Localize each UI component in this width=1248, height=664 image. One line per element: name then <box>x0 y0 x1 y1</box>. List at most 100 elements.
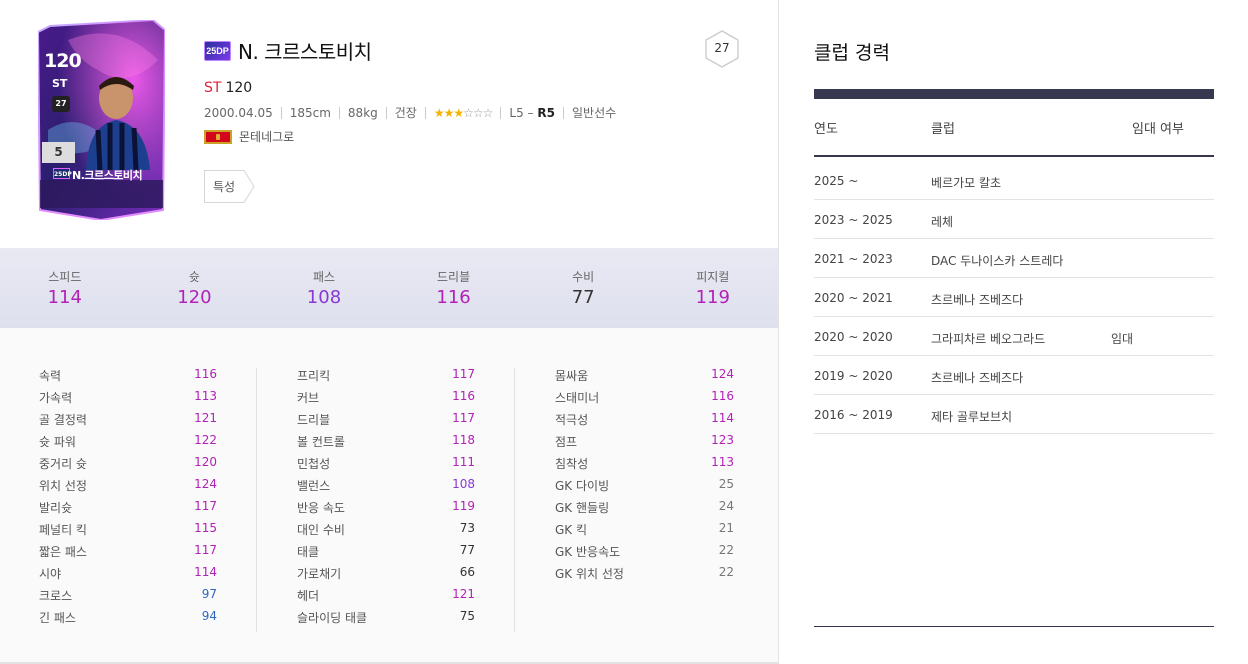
player-meta: 2000.04.05 185cm 88kg 건장 ★★★☆☆☆ L5 – R5 … <box>204 104 616 121</box>
stat-column-col3: 몸싸움 124 스태미너 116 적극성 114 점프 123 침착성 113 GK 다이빙 25 GK… <box>555 365 734 585</box>
stat-value: 77 <box>459 543 475 557</box>
club-history-row: 2023 ~ 2025 레체 <box>814 200 1214 239</box>
position-ovr: ST 120 <box>204 80 252 96</box>
stat-label: 가속력 <box>39 391 73 405</box>
stat-label: 슛 파워 <box>39 435 76 449</box>
stat-value: 120 <box>194 455 217 469</box>
stat-value: 111 <box>452 455 475 469</box>
stat-label: 적극성 <box>555 413 589 427</box>
stat-label: GK 킥 <box>555 523 588 537</box>
stat-value: 117 <box>194 499 217 513</box>
club-history-row: 2020 ~ 2021 츠르베나 즈베즈다 <box>814 278 1214 317</box>
stat-value: 121 <box>194 411 217 425</box>
stat-label: 태클 <box>297 545 320 559</box>
montenegro-flag-icon <box>204 129 232 144</box>
season-icon: 25DP <box>204 41 231 61</box>
club-history-year: 2020 ~ 2021 <box>814 291 893 305</box>
player-detail-panel: 120 ST 27 5 25DP N.크르스토비치 25DP N. 크르스토비치… <box>0 0 779 664</box>
stat-row: 밸런스 108 <box>297 475 475 497</box>
stat-row: GK 킥 21 <box>555 519 734 541</box>
stat-row: GK 반응속도 22 <box>555 541 734 563</box>
weight: 88kg <box>347 105 378 120</box>
trait-tag-shape <box>204 170 255 203</box>
club-history-bottom-line <box>814 626 1214 627</box>
stat-value: 116 <box>194 367 217 381</box>
summary-stat: 스피드 114 <box>0 248 130 328</box>
stat-row: 침착성 113 <box>555 453 734 475</box>
club-history-year: 2020 ~ 2020 <box>814 330 893 344</box>
club-history-loan: 임대 <box>1111 332 1134 346</box>
stat-label: 드리블 <box>297 413 331 427</box>
trait-button[interactable]: 특성 <box>204 170 255 203</box>
summary-stat-value: 119 <box>695 287 730 308</box>
nation: 몬테네그로 <box>204 128 294 145</box>
stat-row: 발리슛 117 <box>39 497 217 519</box>
stat-column-col2: 프리킥 117 커브 116 드리블 117 볼 컨트롤 118 민첩성 111 밸런스 108 반응 … <box>297 365 475 629</box>
nation-name: 몬테네그로 <box>239 130 295 144</box>
club-history-title: 클럽 경력 <box>814 42 890 64</box>
club-history-row: 2021 ~ 2023 DAC 두나이스카 스트레다 <box>814 239 1214 278</box>
stat-value: 116 <box>711 389 734 403</box>
birth-date: 2000.04.05 <box>204 105 273 120</box>
stat-label: 가로채기 <box>297 567 342 581</box>
stat-label: GK 위치 선정 <box>555 567 624 581</box>
card-ovr: 120 <box>44 50 82 72</box>
summary-stat-label: 수비 <box>572 270 595 284</box>
stat-value: 114 <box>194 565 217 579</box>
stat-value: 117 <box>194 543 217 557</box>
club-history-club: DAC 두나이스카 스트레다 <box>931 254 1064 268</box>
stat-value: 116 <box>452 389 475 403</box>
club-history-row: 2025 ~ 베르가모 칼초 <box>814 161 1214 200</box>
club-history-year: 2023 ~ 2025 <box>814 213 893 227</box>
ovr-value: 120 <box>225 80 253 96</box>
position-label: ST <box>204 80 222 96</box>
stat-row: 가로채기 66 <box>297 563 475 585</box>
stat-row: 중거리 슛 120 <box>39 453 217 475</box>
stat-label: 속력 <box>39 369 62 383</box>
stat-value: 25 <box>718 477 734 491</box>
stat-row: 슛 파워 122 <box>39 431 217 453</box>
stat-row: 가속력 113 <box>39 387 217 409</box>
health-label: 건장 <box>394 106 417 120</box>
club-history-year: 2016 ~ 2019 <box>814 408 893 422</box>
stat-label: GK 다이빙 <box>555 479 610 493</box>
summary-stat-value: 114 <box>47 287 82 308</box>
card-badge: 27 <box>52 96 70 112</box>
summary-stat-label: 슛 <box>188 270 200 284</box>
stat-value: 113 <box>711 455 734 469</box>
club-history-club: 츠르베나 즈베즈다 <box>931 293 1024 307</box>
player-type: 일반선수 <box>571 106 617 120</box>
stat-row: 슬라이딩 태클 75 <box>297 607 475 629</box>
hexagon-icon <box>705 30 739 68</box>
club-history-club: 베르가모 칼초 <box>931 176 1002 190</box>
stat-value: 121 <box>452 587 475 601</box>
stat-row: 몸싸움 124 <box>555 365 734 387</box>
club-history-row: 2019 ~ 2020 츠르베나 즈베즈다 <box>814 356 1214 395</box>
stat-value: 118 <box>452 433 475 447</box>
club-history-header: 연도 클럽 임대 여부 <box>814 99 1214 157</box>
summary-stat: 패스 108 <box>259 248 389 328</box>
club-history-club: 레체 <box>931 215 954 229</box>
summary-stat-value: 108 <box>306 287 342 308</box>
stat-row: 커브 116 <box>297 387 475 409</box>
stat-value: 122 <box>194 433 217 447</box>
stat-row: 대인 수비 73 <box>297 519 475 541</box>
stat-value: 94 <box>201 609 217 623</box>
stat-row: 볼 컨트롤 118 <box>297 431 475 453</box>
player-name: N. 크르스토비치 <box>238 40 372 64</box>
stat-row: 시야 114 <box>39 563 217 585</box>
skill-stars: ★★★☆☆☆ <box>434 106 494 120</box>
stat-value: 66 <box>459 565 475 579</box>
club-history-year: 2019 ~ 2020 <box>814 369 893 383</box>
stat-value: 117 <box>452 367 475 381</box>
club-history-row: 2016 ~ 2019 제타 골루보브치 <box>814 395 1214 434</box>
club-history-club: 제타 골루보브치 <box>931 410 1013 424</box>
stat-label: 점프 <box>555 435 578 449</box>
stat-row: 드리블 117 <box>297 409 475 431</box>
stat-row: 속력 116 <box>39 365 217 387</box>
stat-label: 위치 선정 <box>39 479 87 493</box>
stat-label: 민첩성 <box>297 457 331 471</box>
stat-label: 발리슛 <box>39 501 73 515</box>
player-card[interactable]: 120 ST 27 5 25DP N.크르스토비치 <box>38 20 165 220</box>
club-history-year: 2025 ~ <box>814 174 859 188</box>
